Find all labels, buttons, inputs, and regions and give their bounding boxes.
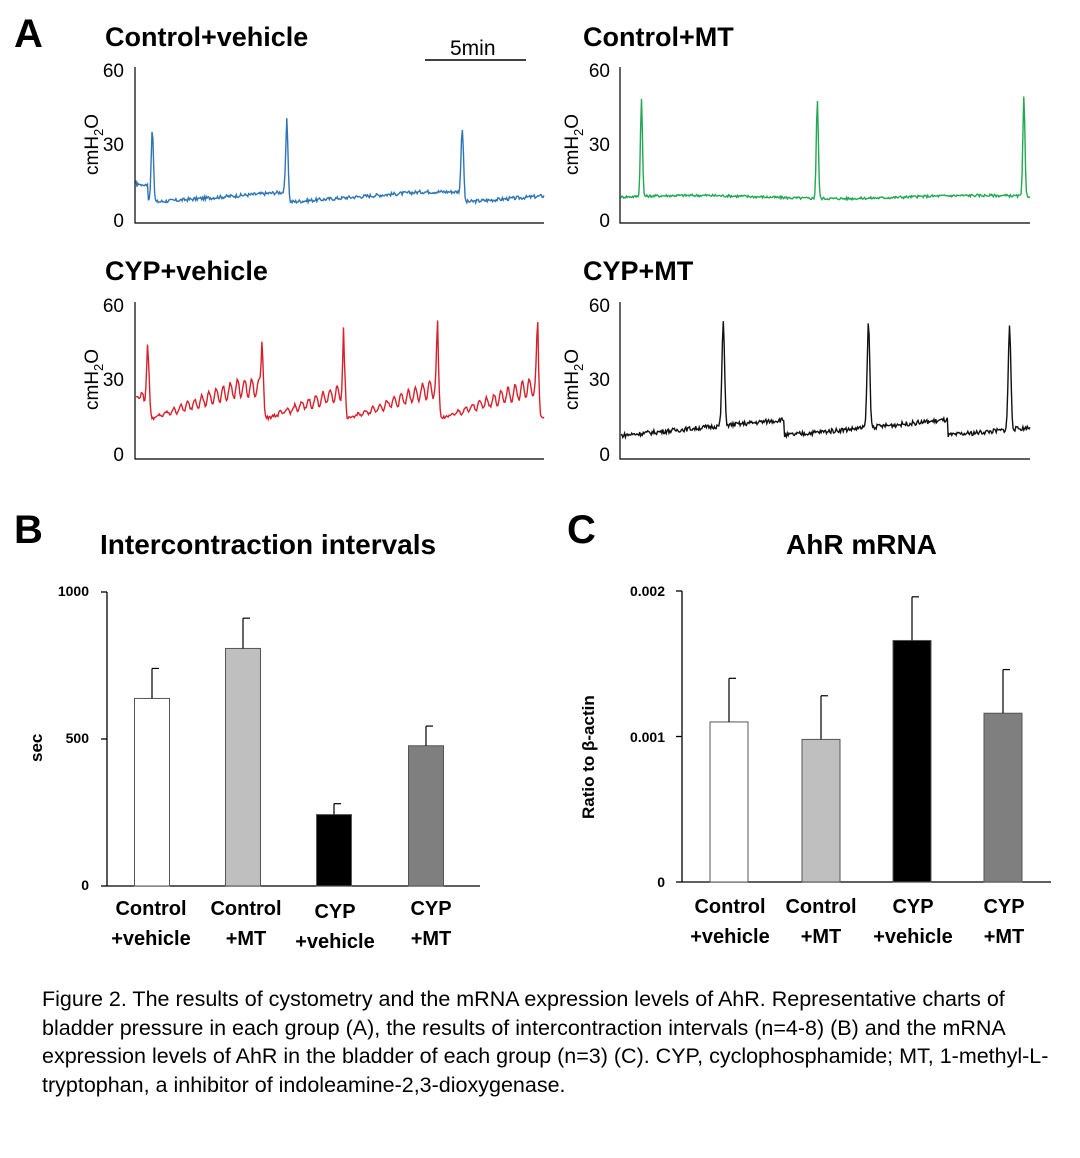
trace-title-control-mt: Control+MT	[583, 22, 734, 52]
trace-ytick: 0	[599, 445, 610, 466]
chart-c-title: AhR mRNA	[786, 529, 937, 560]
chart-b-plot	[101, 591, 480, 887]
bar	[709, 721, 749, 883]
chart-c-plot	[676, 590, 1051, 883]
bar	[408, 745, 444, 887]
chart-c-category: Control +vehicle	[690, 896, 770, 948]
figure-caption: Figure 2. The results of cystometry and …	[42, 987, 1049, 1097]
scale-bar-label: 5min	[450, 37, 496, 60]
trace-line-control-vehicle	[135, 118, 545, 206]
trace-ytick: 0	[113, 211, 124, 232]
chart-c-ytick: 0.002	[629, 583, 665, 599]
trace-ytick: 60	[588, 61, 610, 82]
panel-b-letter: B	[14, 508, 43, 552]
trace-ytick: 30	[588, 370, 610, 391]
trace-ytick: 0	[599, 211, 610, 232]
chart-c-category: Control +MT	[785, 896, 857, 948]
chart-b-category: CYP +vehicle	[295, 901, 375, 953]
trace-title-cyp-mt: CYP+MT	[583, 256, 694, 286]
bar-charts	[101, 590, 1051, 887]
trace-ytick: 60	[102, 61, 124, 82]
trace-ytick: 60	[588, 296, 610, 317]
bar	[892, 639, 932, 883]
chart-b-ytick: 0	[81, 877, 89, 893]
panel-c-letter: C	[567, 508, 596, 552]
trace-line-cyp-mt	[620, 321, 1031, 441]
bar	[801, 738, 841, 883]
chart-b-ytick: 500	[65, 730, 89, 746]
chart-b-category: Control +MT	[210, 898, 282, 950]
chart-b-title: Intercontraction intervals	[100, 529, 437, 560]
bar	[316, 814, 352, 887]
trace-axes	[134, 67, 1030, 460]
bar	[134, 697, 170, 887]
chart-c-category: CYP +MT	[983, 896, 1025, 948]
trace-ytick: 30	[588, 135, 610, 156]
chart-c-ytick: 0.001	[629, 729, 665, 745]
bar	[225, 647, 261, 887]
trace-ytick: 30	[102, 135, 124, 156]
trace-ytick: 0	[113, 445, 124, 466]
bar	[983, 712, 1023, 883]
chart-c-category: CYP +vehicle	[873, 896, 953, 948]
chart-c-ytick: 0	[657, 874, 665, 890]
trace-ytick: 60	[102, 296, 124, 317]
cystometry-traces	[134, 59, 1031, 460]
trace-line-control-mt	[620, 96, 1031, 202]
chart-b-category: Control +vehicle	[111, 898, 191, 950]
trace-ytick: 30	[102, 370, 124, 391]
trace-title-control-vehicle: Control+vehicle	[105, 22, 309, 52]
panel-a-letter: A	[14, 12, 43, 56]
chart-b-ytick: 1000	[57, 583, 89, 599]
trace-title-cyp-vehicle: CYP+vehicle	[105, 256, 268, 286]
trace-line-cyp-vehicle	[135, 320, 545, 422]
chart-b-category: CYP +MT	[410, 898, 452, 950]
